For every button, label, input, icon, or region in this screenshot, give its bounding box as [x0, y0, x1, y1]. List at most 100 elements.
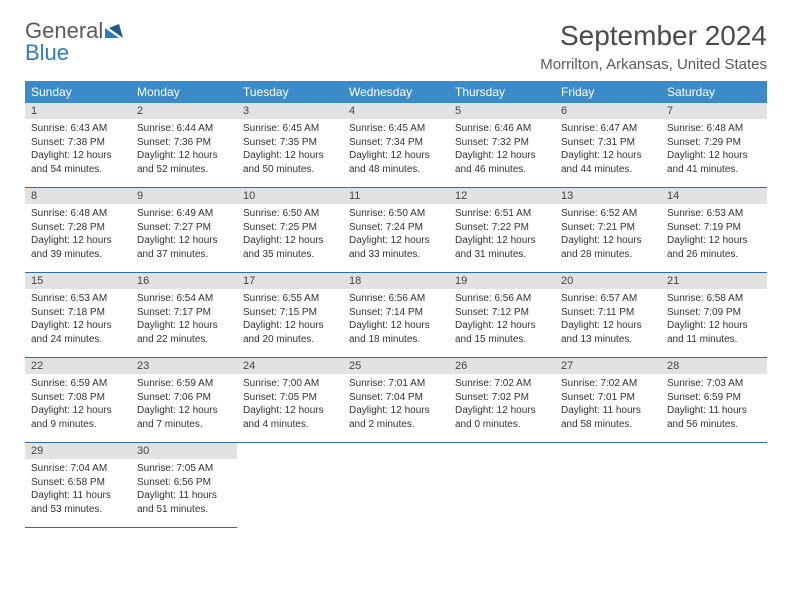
daylight-text: and 20 minutes.: [243, 333, 337, 347]
daylight-text: and 26 minutes.: [667, 248, 761, 262]
calendar-cell: [343, 443, 449, 528]
calendar-cell: 28Sunrise: 7:03 AMSunset: 6:59 PMDayligh…: [661, 358, 767, 443]
calendar-row: 22Sunrise: 6:59 AMSunset: 7:08 PMDayligh…: [25, 358, 767, 443]
day-details: Sunrise: 6:52 AMSunset: 7:21 PMDaylight:…: [555, 204, 661, 267]
daylight-text: and 33 minutes.: [349, 248, 443, 262]
day-details: Sunrise: 7:05 AMSunset: 6:56 PMDaylight:…: [131, 459, 237, 522]
sunset-text: Sunset: 6:58 PM: [31, 476, 125, 490]
daylight-text: and 37 minutes.: [137, 248, 231, 262]
day-number: 5: [449, 103, 555, 119]
daylight-text: and 39 minutes.: [31, 248, 125, 262]
calendar-table: Sunday Monday Tuesday Wednesday Thursday…: [25, 81, 767, 528]
day-number: 29: [25, 443, 131, 459]
day-details: Sunrise: 6:58 AMSunset: 7:09 PMDaylight:…: [661, 289, 767, 352]
day-number: 12: [449, 188, 555, 204]
sunrise-text: Sunrise: 6:45 AM: [243, 122, 337, 136]
sunset-text: Sunset: 7:01 PM: [561, 391, 655, 405]
sunrise-text: Sunrise: 6:46 AM: [455, 122, 549, 136]
calendar-row: 29Sunrise: 7:04 AMSunset: 6:58 PMDayligh…: [25, 443, 767, 528]
calendar-row: 8Sunrise: 6:48 AMSunset: 7:28 PMDaylight…: [25, 188, 767, 273]
day-header: Thursday: [449, 81, 555, 103]
title-block: September 2024 Morrilton, Arkansas, Unit…: [540, 20, 767, 73]
daylight-text: Daylight: 11 hours: [137, 489, 231, 503]
day-number: 2: [131, 103, 237, 119]
sunset-text: Sunset: 7:22 PM: [455, 221, 549, 235]
day-number: 17: [237, 273, 343, 289]
day-details: Sunrise: 6:57 AMSunset: 7:11 PMDaylight:…: [555, 289, 661, 352]
daylight-text: and 22 minutes.: [137, 333, 231, 347]
day-number: 23: [131, 358, 237, 374]
calendar-cell: 6Sunrise: 6:47 AMSunset: 7:31 PMDaylight…: [555, 103, 661, 188]
daylight-text: Daylight: 12 hours: [561, 319, 655, 333]
sunset-text: Sunset: 6:56 PM: [137, 476, 231, 490]
day-details: Sunrise: 6:48 AMSunset: 7:29 PMDaylight:…: [661, 119, 767, 182]
day-details: Sunrise: 7:04 AMSunset: 6:58 PMDaylight:…: [25, 459, 131, 522]
day-header: Saturday: [661, 81, 767, 103]
daylight-text: and 51 minutes.: [137, 503, 231, 517]
daylight-text: and 24 minutes.: [31, 333, 125, 347]
calendar-cell: [237, 443, 343, 528]
calendar-row: 1Sunrise: 6:43 AMSunset: 7:38 PMDaylight…: [25, 103, 767, 188]
daylight-text: and 48 minutes.: [349, 163, 443, 177]
sunset-text: Sunset: 7:34 PM: [349, 136, 443, 150]
calendar-cell: 12Sunrise: 6:51 AMSunset: 7:22 PMDayligh…: [449, 188, 555, 273]
sunset-text: Sunset: 7:08 PM: [31, 391, 125, 405]
day-number: 19: [449, 273, 555, 289]
daylight-text: Daylight: 12 hours: [667, 234, 761, 248]
day-details: Sunrise: 7:01 AMSunset: 7:04 PMDaylight:…: [343, 374, 449, 437]
calendar-cell: 13Sunrise: 6:52 AMSunset: 7:21 PMDayligh…: [555, 188, 661, 273]
day-details: Sunrise: 6:47 AMSunset: 7:31 PMDaylight:…: [555, 119, 661, 182]
daylight-text: and 13 minutes.: [561, 333, 655, 347]
page-subtitle: Morrilton, Arkansas, United States: [540, 56, 767, 73]
day-number: 24: [237, 358, 343, 374]
day-number: 4: [343, 103, 449, 119]
calendar-cell: [449, 443, 555, 528]
day-details: Sunrise: 6:54 AMSunset: 7:17 PMDaylight:…: [131, 289, 237, 352]
day-number: 25: [343, 358, 449, 374]
sunrise-text: Sunrise: 6:51 AM: [455, 207, 549, 221]
sunrise-text: Sunrise: 6:57 AM: [561, 292, 655, 306]
sunset-text: Sunset: 7:38 PM: [31, 136, 125, 150]
day-details: Sunrise: 7:00 AMSunset: 7:05 PMDaylight:…: [237, 374, 343, 437]
day-details: Sunrise: 6:43 AMSunset: 7:38 PMDaylight:…: [25, 119, 131, 182]
day-number: 11: [343, 188, 449, 204]
sunrise-text: Sunrise: 7:00 AM: [243, 377, 337, 391]
sunrise-text: Sunrise: 7:02 AM: [561, 377, 655, 391]
sunset-text: Sunset: 7:06 PM: [137, 391, 231, 405]
sunrise-text: Sunrise: 7:05 AM: [137, 462, 231, 476]
calendar-cell: 3Sunrise: 6:45 AMSunset: 7:35 PMDaylight…: [237, 103, 343, 188]
calendar-cell: 8Sunrise: 6:48 AMSunset: 7:28 PMDaylight…: [25, 188, 131, 273]
day-details: Sunrise: 7:02 AMSunset: 7:01 PMDaylight:…: [555, 374, 661, 437]
daylight-text: Daylight: 12 hours: [243, 319, 337, 333]
daylight-text: Daylight: 12 hours: [137, 149, 231, 163]
day-details: Sunrise: 6:59 AMSunset: 7:08 PMDaylight:…: [25, 374, 131, 437]
day-header: Friday: [555, 81, 661, 103]
sunrise-text: Sunrise: 7:04 AM: [31, 462, 125, 476]
sunset-text: Sunset: 7:21 PM: [561, 221, 655, 235]
calendar-cell: 2Sunrise: 6:44 AMSunset: 7:36 PMDaylight…: [131, 103, 237, 188]
calendar-cell: 5Sunrise: 6:46 AMSunset: 7:32 PMDaylight…: [449, 103, 555, 188]
day-number: 14: [661, 188, 767, 204]
calendar-cell: 21Sunrise: 6:58 AMSunset: 7:09 PMDayligh…: [661, 273, 767, 358]
sunrise-text: Sunrise: 6:56 AM: [455, 292, 549, 306]
sunrise-text: Sunrise: 6:55 AM: [243, 292, 337, 306]
calendar-cell: 15Sunrise: 6:53 AMSunset: 7:18 PMDayligh…: [25, 273, 131, 358]
calendar-cell: 23Sunrise: 6:59 AMSunset: 7:06 PMDayligh…: [131, 358, 237, 443]
day-details: Sunrise: 6:50 AMSunset: 7:25 PMDaylight:…: [237, 204, 343, 267]
day-number: 9: [131, 188, 237, 204]
calendar-cell: 27Sunrise: 7:02 AMSunset: 7:01 PMDayligh…: [555, 358, 661, 443]
calendar-row: 15Sunrise: 6:53 AMSunset: 7:18 PMDayligh…: [25, 273, 767, 358]
sunset-text: Sunset: 7:09 PM: [667, 306, 761, 320]
daylight-text: Daylight: 12 hours: [561, 234, 655, 248]
sunrise-text: Sunrise: 6:48 AM: [31, 207, 125, 221]
calendar-cell: 20Sunrise: 6:57 AMSunset: 7:11 PMDayligh…: [555, 273, 661, 358]
calendar-cell: 7Sunrise: 6:48 AMSunset: 7:29 PMDaylight…: [661, 103, 767, 188]
day-number: 8: [25, 188, 131, 204]
day-details: Sunrise: 7:03 AMSunset: 6:59 PMDaylight:…: [661, 374, 767, 437]
sunset-text: Sunset: 7:17 PM: [137, 306, 231, 320]
daylight-text: Daylight: 12 hours: [243, 234, 337, 248]
daylight-text: and 52 minutes.: [137, 163, 231, 177]
sunset-text: Sunset: 7:11 PM: [561, 306, 655, 320]
sunset-text: Sunset: 7:32 PM: [455, 136, 549, 150]
day-details: Sunrise: 6:49 AMSunset: 7:27 PMDaylight:…: [131, 204, 237, 267]
